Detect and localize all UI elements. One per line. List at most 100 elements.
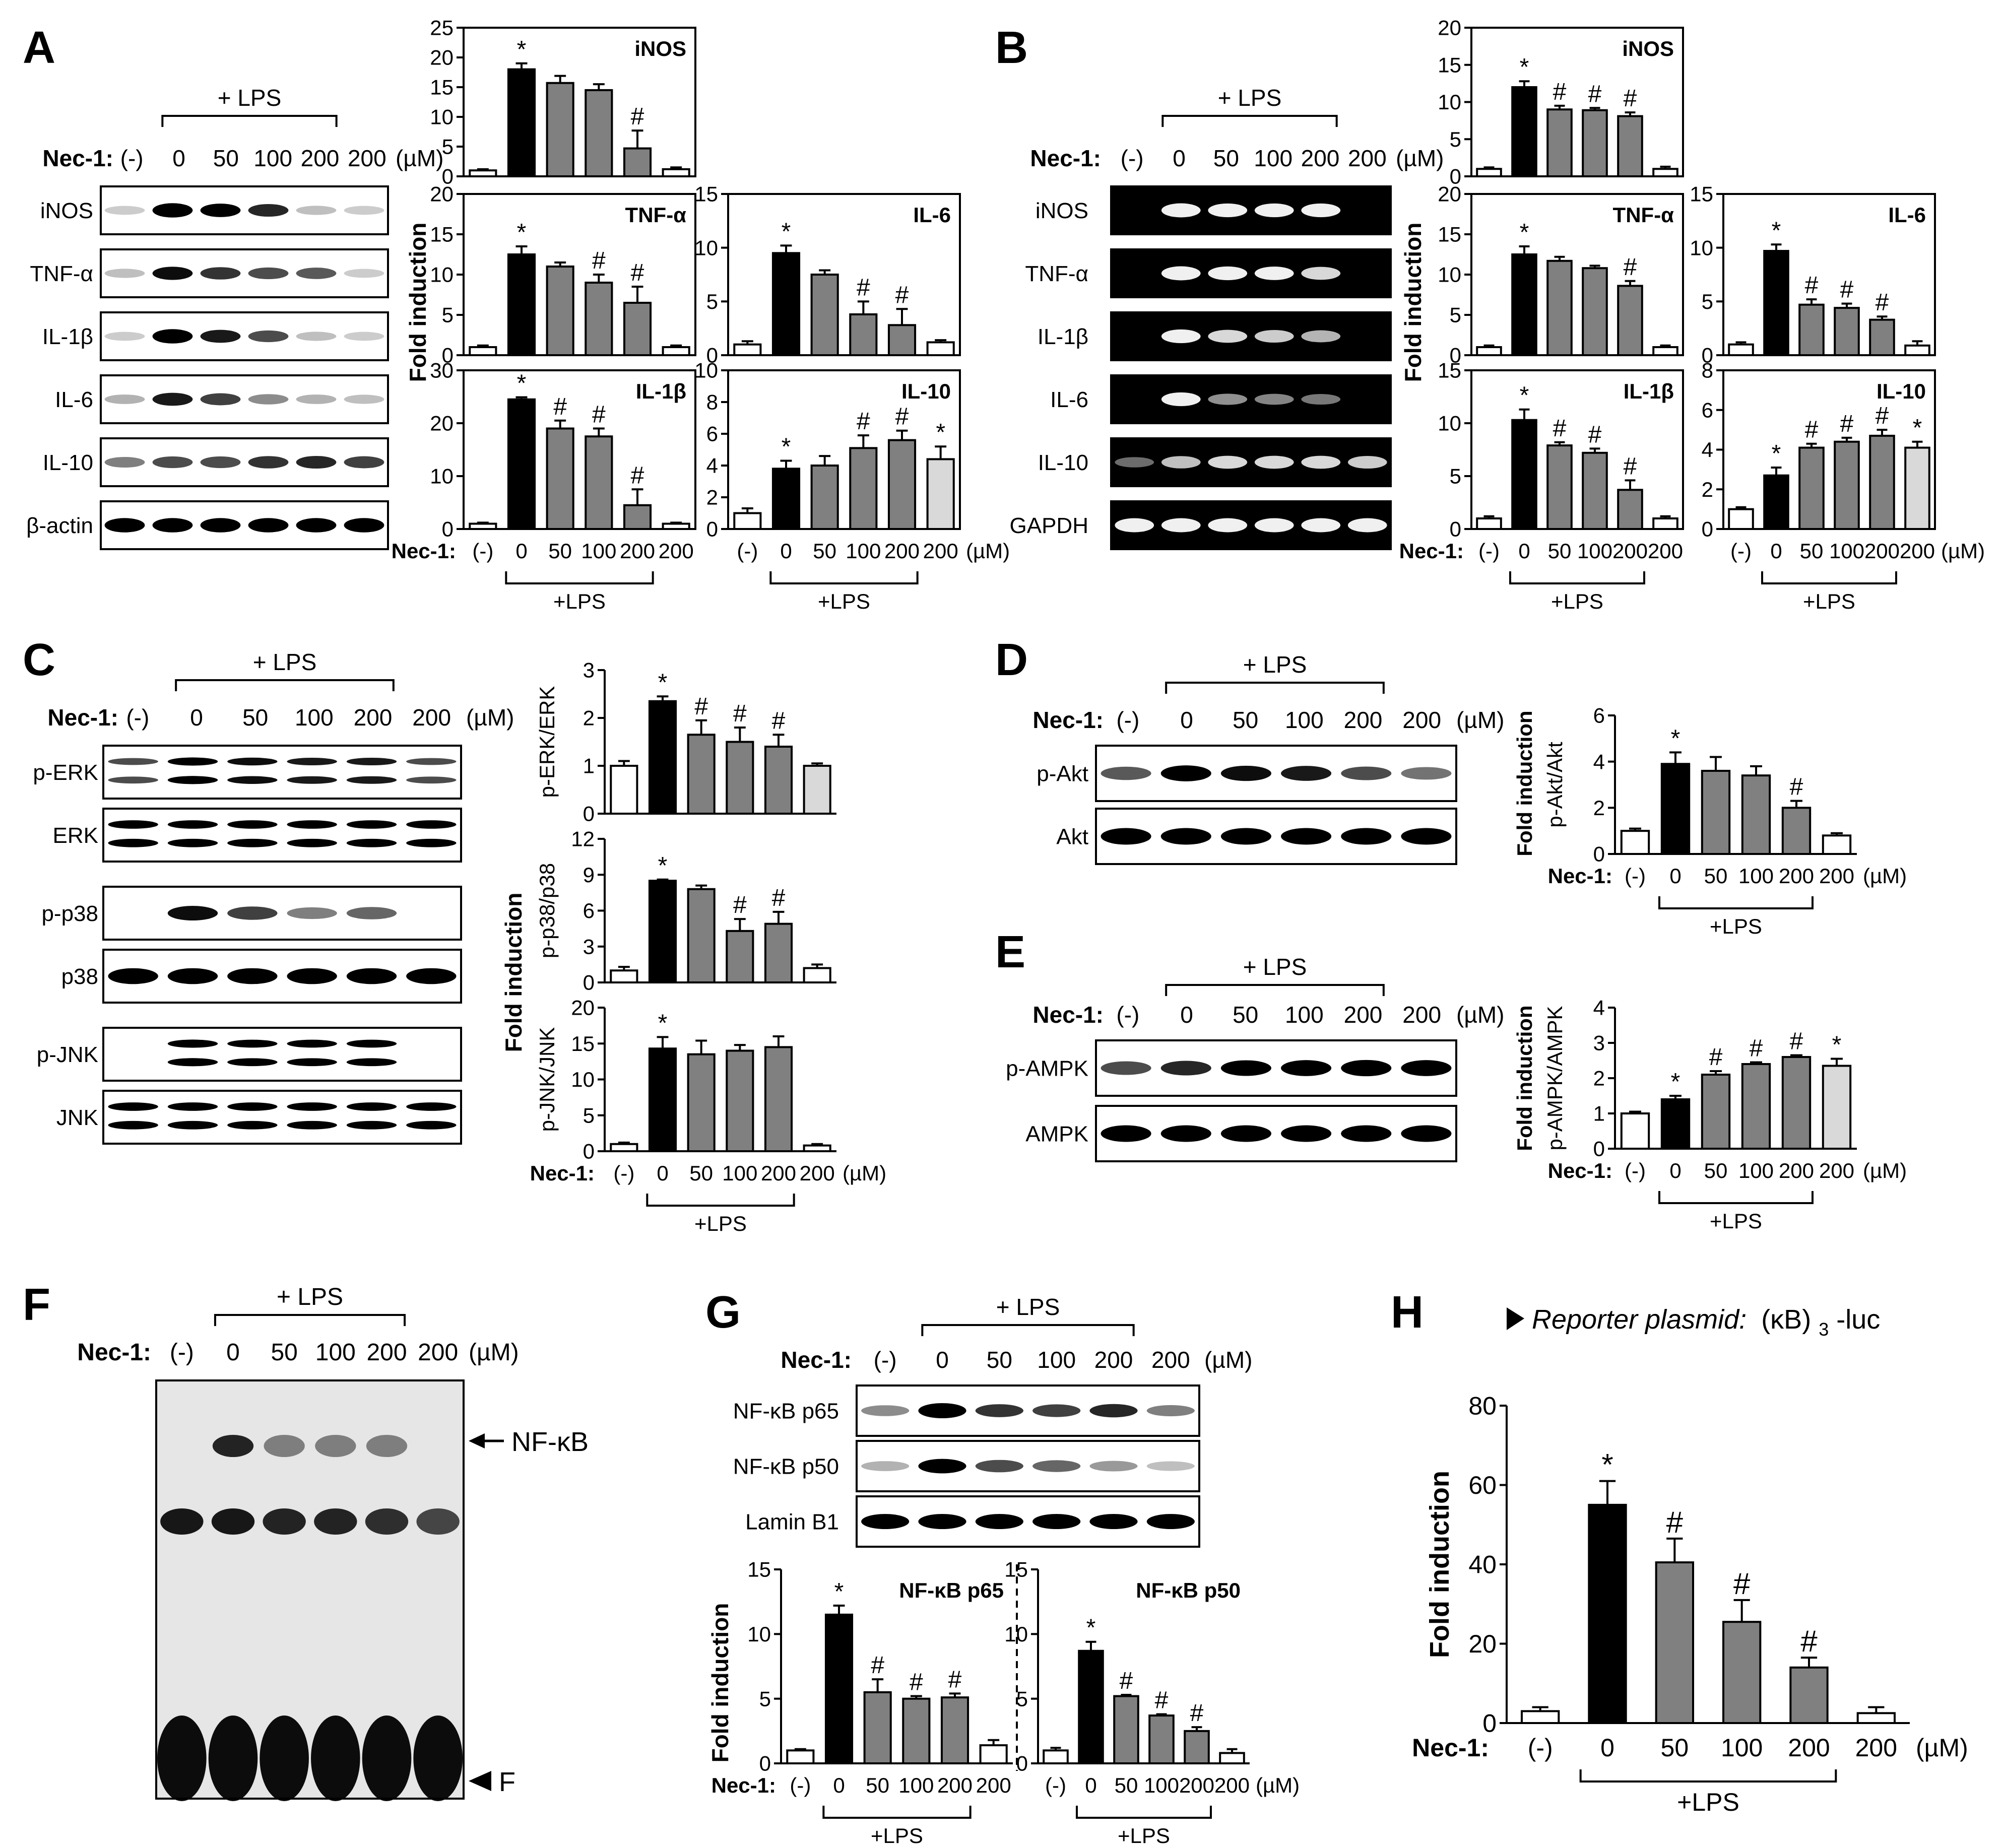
bar-chart-a-il-6: 0 5 10 15 * # # IL-6 (694, 182, 961, 367)
bar (469, 522, 497, 530)
y-tick-label: 3 (583, 658, 595, 682)
lps-label: + LPS (1243, 954, 1307, 980)
blot-label: p-JNK (37, 1042, 98, 1067)
y-tick-label: 12 (571, 827, 595, 851)
nfkb-band (315, 1435, 356, 1457)
blot-band (104, 206, 145, 215)
significance-hash: # (1790, 774, 1803, 801)
dose-label: 50 (1233, 707, 1258, 733)
plot-frame (727, 193, 961, 356)
significance-hash: # (1750, 1035, 1763, 1062)
panel-letter-a: A (23, 23, 55, 73)
blot-band (200, 204, 241, 217)
dose-label: (-) (874, 1347, 897, 1373)
lps-label: + LPS (253, 649, 317, 675)
y-tick-label: 0 (583, 802, 595, 826)
bar (1582, 451, 1608, 530)
plot-frame (1470, 369, 1684, 530)
x-tick-label: 200 (1214, 1773, 1250, 1797)
x-tick-label: 0 (780, 539, 792, 563)
bar (1701, 1074, 1731, 1150)
dose-label: 0 (1173, 145, 1186, 171)
blot-band (975, 1514, 1023, 1529)
lps-bracket (175, 679, 395, 691)
nonspecific-band (263, 1508, 306, 1535)
x-tick-label: 200 (884, 539, 920, 563)
lps-label: + LPS (996, 1294, 1060, 1320)
y-tick-label: 10 (430, 465, 454, 488)
blot-band (1347, 518, 1387, 533)
significance-hash: # (592, 247, 606, 274)
dose-label: (-) (1116, 1002, 1139, 1028)
bar (623, 302, 652, 356)
x-tick-label: 100 (898, 1773, 934, 1797)
blot-band (296, 206, 337, 215)
nec-label: Nec-1: (1399, 539, 1464, 563)
bar (1476, 517, 1502, 530)
blot-band (975, 1404, 1023, 1417)
bar (764, 922, 793, 983)
plot-frame (463, 27, 696, 177)
blot-row: p-ERK (33, 745, 462, 800)
bar (1856, 1712, 1896, 1724)
blot-band (104, 518, 145, 533)
nonspecific-band (160, 1508, 204, 1535)
y-tick-label: 0 (1450, 517, 1461, 541)
x-tick-label: 0 (1085, 1773, 1096, 1797)
bar (764, 746, 793, 815)
bar (786, 1749, 815, 1764)
blot-band (1146, 1405, 1195, 1417)
blot-band (296, 332, 337, 341)
unit-label: (µM) (1456, 1002, 1504, 1028)
lps-label: +LPS (1803, 589, 1855, 613)
blot-row: JNK (56, 1090, 462, 1145)
blot-band (1115, 457, 1154, 468)
blot-row: p-JNK (37, 1027, 462, 1082)
blot-band (200, 393, 241, 406)
significance-star: * (1671, 1069, 1680, 1095)
blot-band (200, 329, 241, 343)
dose-label: 200 (1301, 145, 1340, 171)
dose-label: (-) (170, 1339, 194, 1366)
dose-label: 200 (1344, 1002, 1383, 1028)
x-tick-label: (-) (790, 1773, 811, 1797)
x-tick-label: (-) (1730, 539, 1752, 563)
bar (1620, 1112, 1650, 1150)
significance-hash: # (772, 707, 786, 734)
blot-label: p-Akt (1037, 761, 1088, 786)
blot-frame (856, 1495, 1200, 1548)
blot-band (108, 820, 158, 829)
dose-header: Nec-1: (-) 0 50 100 200 200 (µM) + LPS (1032, 954, 1504, 1028)
y-tick-label: 6 (1702, 398, 1713, 422)
y-tick-label: 5 (1016, 1687, 1028, 1710)
bar (1869, 318, 1895, 356)
bar (1113, 1695, 1139, 1765)
bar (1728, 508, 1754, 530)
bar (623, 147, 652, 178)
y-tick-label: 6 (706, 422, 718, 446)
dose-label: 100 (315, 1339, 356, 1366)
panel-letter-d: D (995, 635, 1028, 685)
blot-band (1301, 267, 1341, 280)
bar (1834, 307, 1860, 357)
blot-b: iNOS TNF-α IL-1β IL-6 IL-10 GAPDH (1010, 185, 1392, 550)
dose-label: (-) (1121, 145, 1144, 171)
svg-text:Reporter plasmid: (κB): Reporter plasmid: (κB) 3 -luc (1532, 1304, 1880, 1342)
y-tick-label: 15 (430, 76, 454, 99)
bar-chart-b-tnf-: 0 5 10 15 20 * # TNF-α (1438, 182, 1684, 367)
significance-hash: # (1800, 1624, 1818, 1658)
blot-band (1254, 267, 1294, 280)
blot-band (248, 394, 289, 405)
x-tick-label: 200 (937, 1773, 973, 1797)
significance-hash: # (1666, 1505, 1684, 1539)
blot-band (1161, 518, 1201, 533)
blot-label: NF-κB p65 (733, 1399, 839, 1423)
bar (726, 741, 754, 815)
significance-hash: # (553, 393, 567, 420)
blot-c: p-ERK ERK p-p38 p38 p-JNK JNK (33, 745, 462, 1145)
significance-hash: # (857, 408, 870, 435)
blot-e: p-AMPK AMPK (1006, 1039, 1457, 1162)
nec-label: Nec-1: (47, 704, 118, 731)
blot-band (1301, 393, 1341, 405)
x-tick-label: 200 (1788, 1734, 1830, 1762)
